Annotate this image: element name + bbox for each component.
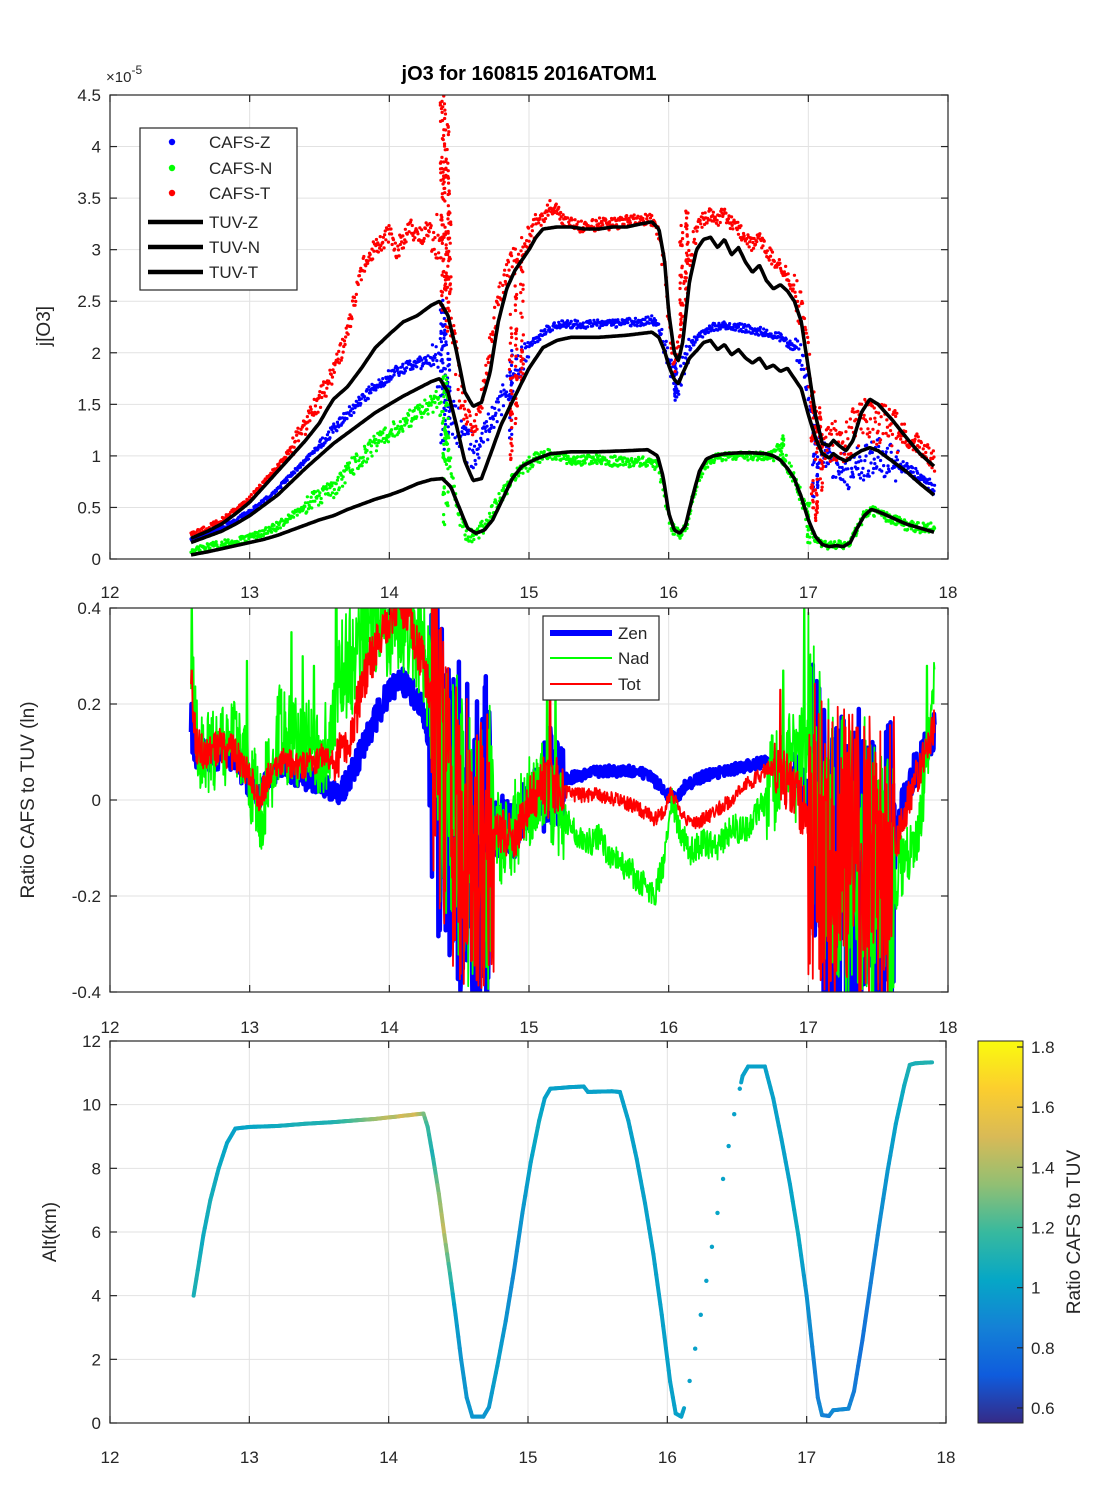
altitude-segment (683, 1408, 684, 1412)
legend-label: TUV-Z (209, 213, 258, 232)
legend-label: CAFS-Z (209, 133, 270, 152)
y-tick-label: 2 (92, 1350, 101, 1369)
middle-plot-legend: Zen Nad Tot (543, 616, 659, 700)
x-tick-label: 16 (658, 1448, 677, 1467)
y-tick-label: 4 (92, 1287, 101, 1306)
y-tick-label: 0.2 (77, 695, 101, 714)
legend-label: Zen (618, 624, 647, 643)
colorbar-tick-label: 0.8 (1031, 1339, 1055, 1358)
y-tick-label: 3.5 (77, 189, 101, 208)
x-tick-label: 12 (101, 583, 120, 602)
colorbar-tick-label: 1.2 (1031, 1218, 1055, 1237)
y-tick-label: 10 (82, 1096, 101, 1115)
altitude-dot (693, 1347, 697, 1351)
legend-label: CAFS-T (209, 184, 270, 203)
altitude-dot (721, 1177, 725, 1181)
x-tick-label: 17 (799, 583, 818, 602)
bottom-plot: 12 13 14 15 16 17 18 0 2 4 6 8 10 12 (82, 1032, 955, 1467)
x-tick-label: 15 (520, 583, 539, 602)
colorbar-gradient (978, 1041, 1023, 1423)
legend-marker-dot (169, 165, 175, 171)
y-tick-label: 2.5 (77, 292, 101, 311)
colorbar-tick-label: 1.4 (1031, 1158, 1055, 1177)
altitude-dot (704, 1279, 708, 1283)
y-tick-label: 0 (92, 791, 101, 810)
colorbar-tick-label: 1 (1031, 1279, 1040, 1298)
x-tick-label: 17 (799, 1018, 818, 1037)
legend-label: CAFS-N (209, 159, 272, 178)
legend-label: Tot (618, 675, 641, 694)
x-tick-label: 15 (519, 1448, 538, 1467)
y-tick-label: -0.4 (72, 983, 101, 1002)
x-tick-label: 15 (520, 1018, 539, 1037)
top-ylabel: j[O3] (34, 306, 55, 347)
legend-marker-dot (169, 190, 175, 196)
y-tick-label: 2 (92, 344, 101, 363)
altitude-dot (710, 1245, 714, 1249)
colorbar-tick-label: 1.6 (1031, 1098, 1055, 1117)
x-tick-label: 13 (240, 1018, 259, 1037)
legend-marker-dot (169, 139, 175, 145)
middle-plot: 12 13 14 15 16 17 18 -0.4 -0.2 0 0.2 0.4 Zen Nad Tot (72, 562, 958, 1048)
y-tick-label: -0.2 (72, 887, 101, 906)
x-tick-label: 14 (379, 1448, 398, 1467)
colorbar-tick-label: 0.6 (1031, 1399, 1055, 1418)
y-tick-label: 4.5 (77, 86, 101, 105)
x-tick-label: 16 (659, 583, 678, 602)
x-tick-label: 18 (937, 1448, 956, 1467)
x-tick-label: 18 (939, 1018, 958, 1037)
colorbar-tick-label: 1.8 (1031, 1038, 1055, 1057)
legend-label: Nad (618, 649, 649, 668)
altitude-dot (738, 1087, 742, 1091)
y-tick-label: 1 (92, 447, 101, 466)
altitude-dot (699, 1313, 703, 1317)
y-tick-label: 3 (92, 241, 101, 260)
legend-label: TUV-T (209, 263, 258, 282)
y-tick-label: 4 (92, 138, 101, 157)
x-tick-label: 16 (659, 1018, 678, 1037)
x-tick-label: 14 (380, 583, 399, 602)
y-tick-label: 0.5 (77, 498, 101, 517)
top-plot: 12 13 14 15 16 17 18 0 0.5 1 1.5 2 2.5 3 3.5 4 4.5 CAFS-Z… (77, 84, 957, 602)
altitude-dot (726, 1144, 730, 1148)
x-tick-label: 13 (240, 1448, 259, 1467)
chart-title: jO3 for 160815 2016ATOM1 (401, 63, 657, 85)
middle-ylabel: Ratio CAFS to TUV (ln) (18, 701, 39, 898)
x-tick-label: 12 (101, 1018, 120, 1037)
x-tick-label: 18 (939, 583, 958, 602)
x-tick-label: 13 (240, 583, 259, 602)
altitude-dot (715, 1211, 719, 1215)
y-tick-label: 0.4 (77, 599, 101, 618)
y-tick-label: 0 (92, 1414, 101, 1433)
x-tick-label: 14 (380, 1018, 399, 1037)
y-tick-label: 8 (92, 1159, 101, 1178)
y-tick-label: 6 (92, 1223, 101, 1242)
y-tick-label: 0 (92, 550, 101, 569)
altitude-dot (687, 1379, 691, 1383)
top-plot-legend: CAFS-Z CAFS-N CAFS-T TUV-Z TUV-N TUV-T (140, 128, 297, 290)
bottom-ylabel: Alt(km) (40, 1202, 61, 1262)
x-tick-label: 12 (101, 1448, 120, 1467)
x-tick-label: 17 (797, 1448, 816, 1467)
y-tick-label: 1.5 (77, 395, 101, 414)
legend-label: TUV-N (209, 238, 260, 257)
y-tick-label: 12 (82, 1032, 101, 1051)
altitude-dot (732, 1112, 736, 1116)
colorbar-label: Ratio CAFS to TUV (1064, 1149, 1085, 1314)
